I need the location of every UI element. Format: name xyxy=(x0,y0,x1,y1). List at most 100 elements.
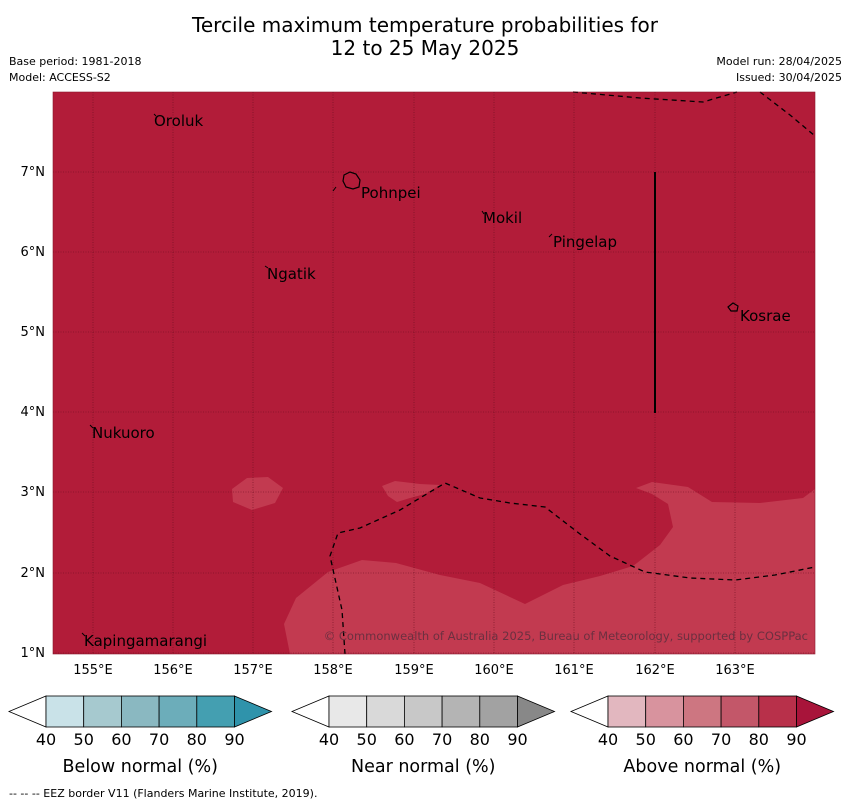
legend-over-triangle xyxy=(796,695,835,728)
longitude-labels: 155°E 156°E 157°E 158°E 159°E 160°E 161°E 162°E… xyxy=(73,663,755,678)
lighter-patch-west xyxy=(232,477,283,510)
place-label-ngatik: Ngatik xyxy=(267,265,316,283)
legend-tick-label: 60 xyxy=(394,730,414,749)
legend-segment xyxy=(196,695,235,728)
lighter-probability-region xyxy=(284,482,815,654)
legend-title: Below normal (%) xyxy=(63,757,218,777)
legend-group: 40 50 60 70 80 90 Below normal (%) 40 50 60 70 80 90… xyxy=(7,695,835,777)
legend-segment xyxy=(83,695,122,728)
lon-label: 163°E xyxy=(715,663,755,678)
title-line-1: Tercile maximum temperature probabilitie… xyxy=(192,13,658,37)
title-line-2: 12 to 25 May 2025 xyxy=(330,36,520,60)
lon-label: 161°E xyxy=(554,663,594,678)
legend-tick-label: 80 xyxy=(749,730,769,749)
lon-label: 157°E xyxy=(233,663,273,678)
legend-segment xyxy=(328,695,368,728)
legend-segment xyxy=(479,695,518,728)
eez-footer-note: -- -- -- EEZ border V11 (Flanders Marine… xyxy=(9,787,317,800)
legend-segment xyxy=(158,695,198,728)
legend-segment xyxy=(441,695,481,728)
legend-1: 40 50 60 70 80 90 Near normal (%) xyxy=(290,695,556,777)
eez-border-northeast xyxy=(759,91,816,137)
legend-tick-label: 50 xyxy=(357,730,377,749)
ngatik-atoll-icon xyxy=(264,265,269,269)
atoll-marks xyxy=(81,113,553,637)
oroluk-atoll-icon xyxy=(153,113,157,117)
lat-label: 3°N xyxy=(21,485,46,500)
legend-tick-label: 90 xyxy=(507,730,527,749)
ant-atoll-icon xyxy=(332,186,337,192)
map-frame xyxy=(52,91,816,655)
place-label-nukuoro: Nukuoro xyxy=(92,424,155,442)
graticule xyxy=(53,92,815,654)
lat-label: 4°N xyxy=(21,405,46,420)
base-period: Base period: 1981-2018 xyxy=(9,55,142,68)
lon-label: 155°E xyxy=(73,663,113,678)
legend-segment xyxy=(720,695,760,728)
legend-title: Near normal (%) xyxy=(351,757,496,777)
model-run: Model run: 28/04/2025 xyxy=(716,55,842,68)
lon-label: 156°E xyxy=(153,663,193,678)
legend-0: 40 50 60 70 80 90 Below normal (%) xyxy=(7,695,273,777)
legend-tick-label: 40 xyxy=(36,730,56,749)
copyright-text: © Commonwealth of Australia 2025, Bureau… xyxy=(324,629,808,643)
pingelap-atoll-icon xyxy=(548,233,553,238)
legend-tick-label: 50 xyxy=(636,730,656,749)
legend-tick-label: 70 xyxy=(711,730,731,749)
place-label-oroluk: Oroluk xyxy=(154,112,203,130)
legend-under-triangle xyxy=(7,695,47,728)
meta-right: Model run: 28/04/2025 Issued: 30/04/2025 xyxy=(716,54,842,86)
legend-tick-label: 80 xyxy=(187,730,207,749)
legend-tick-label: 60 xyxy=(673,730,693,749)
legend-tick-label: 70 xyxy=(149,730,169,749)
kapingamarangi-atoll-icon xyxy=(81,632,86,637)
legend-segment xyxy=(366,695,405,728)
legend-under-triangle xyxy=(290,695,330,728)
legend-over-triangle xyxy=(517,695,556,728)
lon-label: 158°E xyxy=(313,663,353,678)
legend-2: 40 50 60 70 80 90 Above normal (%) xyxy=(569,695,835,777)
lon-label: 160°E xyxy=(474,663,514,678)
legend-tick-label: 40 xyxy=(598,730,618,749)
legend-tick-label: 50 xyxy=(74,730,94,749)
lon-label: 162°E xyxy=(635,663,675,678)
legend-segment xyxy=(45,695,85,728)
place-label-mokil: Mokil xyxy=(483,209,522,227)
meta-left: Base period: 1981-2018 Model: ACCESS-S2 xyxy=(9,54,141,86)
nukuoro-atoll-icon xyxy=(89,424,94,429)
legend-segment xyxy=(403,695,443,728)
lon-label: 159°E xyxy=(394,663,434,678)
pohnpei-island-icon xyxy=(342,171,361,190)
legend-over-triangle xyxy=(234,695,273,728)
legend-segment xyxy=(607,695,647,728)
issued-date: Issued: 30/04/2025 xyxy=(735,71,842,84)
mokil-atoll-icon xyxy=(481,210,485,215)
place-label-kosrae: Kosrae xyxy=(740,307,791,325)
eez-border-south xyxy=(329,482,816,655)
legend-tick-label: 40 xyxy=(319,730,339,749)
legend-title: Above normal (%) xyxy=(623,757,781,777)
lat-label: 1°N xyxy=(21,646,46,661)
latitude-labels: 7°N 6°N 5°N 4°N 3°N 2°N 1°N xyxy=(21,165,46,661)
legend-tick-label: 90 xyxy=(786,730,806,749)
legend-segment xyxy=(683,695,722,728)
lat-label: 7°N xyxy=(21,165,46,180)
legend-under-triangle xyxy=(569,695,609,728)
legend-tick-label: 70 xyxy=(432,730,452,749)
lighter-patch-center xyxy=(382,481,440,502)
place-label-kapingamarangi: Kapingamarangi xyxy=(84,632,207,650)
legend-tick-label: 60 xyxy=(111,730,131,749)
lat-label: 6°N xyxy=(21,245,46,260)
legend-tick-label: 90 xyxy=(224,730,244,749)
lat-label: 2°N xyxy=(21,566,46,581)
legend-segment xyxy=(121,695,160,728)
legend-segment xyxy=(645,695,684,728)
place-label-pingelap: Pingelap xyxy=(553,233,617,251)
legend-tick-label: 80 xyxy=(470,730,490,749)
place-label-pohnpei: Pohnpei xyxy=(361,184,421,202)
lat-label: 5°N xyxy=(21,325,46,340)
eez-border-north xyxy=(572,91,738,103)
map-title: Tercile maximum temperature probabilitie… xyxy=(0,14,850,60)
eez-borders xyxy=(329,91,816,655)
